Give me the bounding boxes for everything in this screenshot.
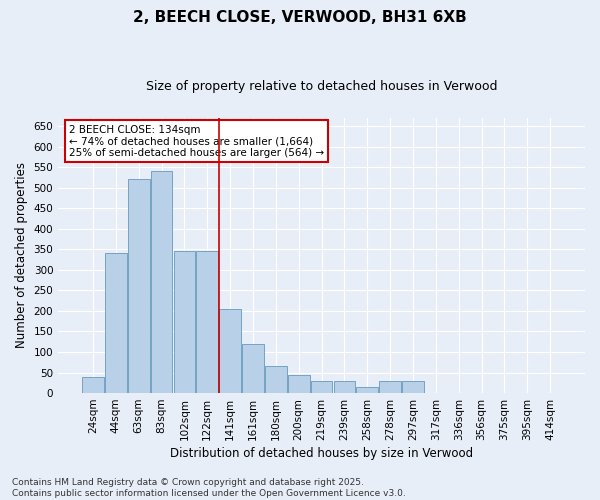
Bar	[379, 380, 401, 393]
Bar	[219, 309, 241, 393]
Title: Size of property relative to detached houses in Verwood: Size of property relative to detached ho…	[146, 80, 497, 93]
Bar	[265, 366, 287, 393]
Bar	[105, 254, 127, 393]
Bar	[151, 171, 172, 393]
Y-axis label: Number of detached properties: Number of detached properties	[15, 162, 28, 348]
Text: 2 BEECH CLOSE: 134sqm
← 74% of detached houses are smaller (1,664)
25% of semi-d: 2 BEECH CLOSE: 134sqm ← 74% of detached …	[69, 124, 324, 158]
Bar	[356, 387, 378, 393]
Bar	[82, 376, 104, 393]
Bar	[242, 344, 264, 393]
Bar	[311, 380, 332, 393]
Bar	[288, 374, 310, 393]
Bar	[173, 252, 195, 393]
Bar	[196, 252, 218, 393]
Bar	[402, 380, 424, 393]
X-axis label: Distribution of detached houses by size in Verwood: Distribution of detached houses by size …	[170, 447, 473, 460]
Text: Contains HM Land Registry data © Crown copyright and database right 2025.
Contai: Contains HM Land Registry data © Crown c…	[12, 478, 406, 498]
Text: 2, BEECH CLOSE, VERWOOD, BH31 6XB: 2, BEECH CLOSE, VERWOOD, BH31 6XB	[133, 10, 467, 25]
Bar	[334, 380, 355, 393]
Bar	[128, 180, 149, 393]
